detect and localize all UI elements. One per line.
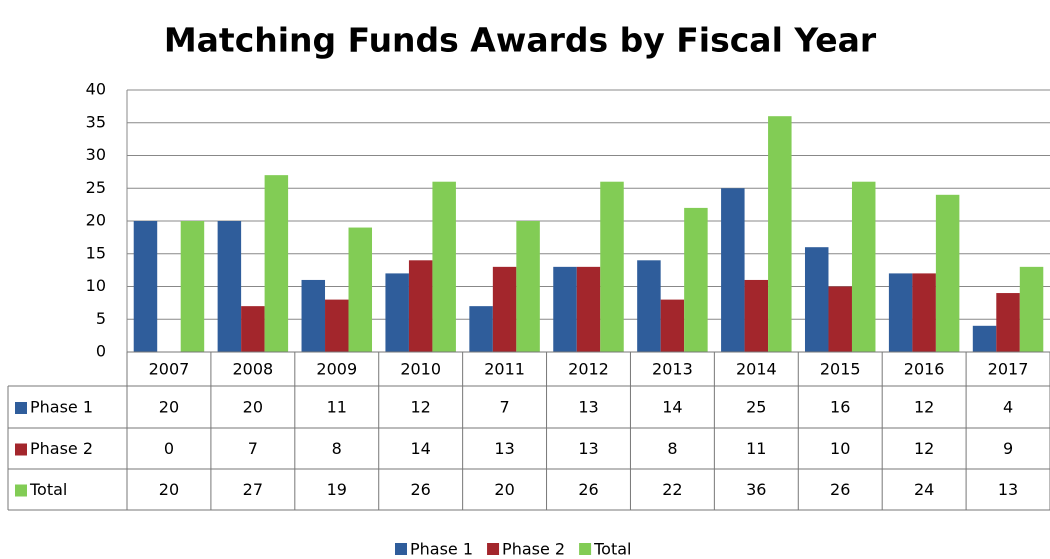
- table-cell: 8: [667, 439, 677, 458]
- legend-swatch: [579, 543, 592, 555]
- legend-swatch: [15, 484, 27, 497]
- table-cell: 13: [578, 439, 598, 458]
- bar: [325, 299, 349, 352]
- table-cell: 8: [332, 439, 342, 458]
- table-cell: 26: [830, 480, 850, 499]
- bar: [851, 181, 876, 352]
- x-tick-label: 2012: [568, 360, 609, 379]
- bar: [432, 181, 456, 352]
- table-cell: 25: [746, 398, 766, 417]
- table-cell: 26: [578, 480, 598, 499]
- x-tick-label: 2007: [149, 360, 190, 379]
- table-cell: 12: [914, 439, 934, 458]
- bar: [241, 306, 265, 352]
- x-tick-label: 2010: [400, 360, 441, 379]
- table-cell: 12: [914, 398, 934, 417]
- legend-swatch: [487, 543, 500, 555]
- table-cell: 27: [243, 480, 263, 499]
- bar: [576, 266, 601, 352]
- bar: [180, 221, 205, 352]
- table-cell: 14: [662, 398, 682, 417]
- y-tick-label: 25: [86, 178, 106, 197]
- bar: [348, 227, 373, 352]
- bar: [935, 194, 960, 352]
- table-cell: 11: [746, 439, 766, 458]
- table-cell: 9: [1003, 439, 1013, 458]
- table-cell: 20: [159, 480, 179, 499]
- legend-swatch: [395, 543, 407, 555]
- table-cell: 7: [499, 398, 509, 417]
- bar: [553, 266, 577, 352]
- bar: [660, 299, 685, 352]
- bar: [385, 273, 409, 352]
- x-tick-label: 2011: [484, 360, 525, 379]
- bar: [721, 188, 745, 352]
- table-cell: 20: [494, 480, 514, 499]
- bar: [637, 260, 661, 352]
- bar: [492, 266, 517, 352]
- bar: [828, 286, 852, 352]
- bar: [600, 181, 624, 352]
- table-cell: 4: [1003, 398, 1013, 417]
- table-cell: 10: [830, 439, 850, 458]
- legend-label: Phase 2: [502, 540, 565, 559]
- bar: [408, 260, 433, 352]
- table-cell: 16: [830, 398, 850, 417]
- table-cell: 11: [327, 398, 347, 417]
- table-cell: 20: [159, 398, 179, 417]
- bar: [744, 279, 769, 352]
- bar: [301, 279, 326, 352]
- table-row-label: Phase 2: [30, 439, 93, 458]
- x-tick-label: 2016: [904, 360, 945, 379]
- table-cell: 13: [578, 398, 598, 417]
- table-row-label: Phase 1: [30, 398, 93, 417]
- x-tick-label: 2013: [652, 360, 693, 379]
- x-tick-label: 2008: [233, 360, 274, 379]
- table-cell: 36: [746, 480, 766, 499]
- table-cell: 24: [914, 480, 934, 499]
- bar: [768, 116, 792, 352]
- bar: [888, 273, 913, 352]
- x-tick-label: 2015: [820, 360, 861, 379]
- bar: [133, 221, 158, 352]
- bar: [684, 207, 708, 352]
- bar: [264, 175, 289, 352]
- table-cell: 0: [164, 439, 174, 458]
- bar: [804, 247, 829, 352]
- x-tick-label: 2017: [988, 360, 1029, 379]
- table-cell: 13: [998, 480, 1018, 499]
- legend-swatch: [15, 443, 27, 456]
- table-cell: 12: [411, 398, 431, 417]
- bar: [912, 273, 936, 352]
- bar: [469, 306, 493, 352]
- table-cell: 22: [662, 480, 682, 499]
- y-tick-label: 10: [86, 276, 106, 295]
- y-tick-label: 0: [96, 342, 106, 361]
- y-tick-label: 20: [86, 211, 106, 230]
- bar: [972, 325, 997, 352]
- y-tick-label: 35: [86, 112, 106, 131]
- y-tick-label: 5: [96, 309, 106, 328]
- bar: [1019, 266, 1044, 352]
- table-cell: 26: [411, 480, 431, 499]
- chart-title: Matching Funds Awards by Fiscal Year: [164, 21, 877, 60]
- y-tick-label: 40: [86, 80, 106, 99]
- table-cell: 7: [248, 439, 258, 458]
- x-tick-label: 2014: [736, 360, 777, 379]
- bar: [217, 221, 242, 352]
- table-cell: 13: [494, 439, 514, 458]
- y-tick-label: 30: [86, 145, 106, 164]
- y-tick-label: 15: [86, 243, 106, 262]
- table-row-label: Total: [29, 480, 67, 499]
- table-cell: 19: [327, 480, 347, 499]
- table-cell: 14: [411, 439, 431, 458]
- legend-swatch: [15, 402, 27, 414]
- x-tick-label: 2009: [316, 360, 357, 379]
- bar: [996, 293, 1020, 352]
- table-cell: 20: [243, 398, 263, 417]
- legend-label: Phase 1: [410, 540, 473, 559]
- bar: [516, 221, 540, 352]
- legend-label: Total: [593, 540, 631, 559]
